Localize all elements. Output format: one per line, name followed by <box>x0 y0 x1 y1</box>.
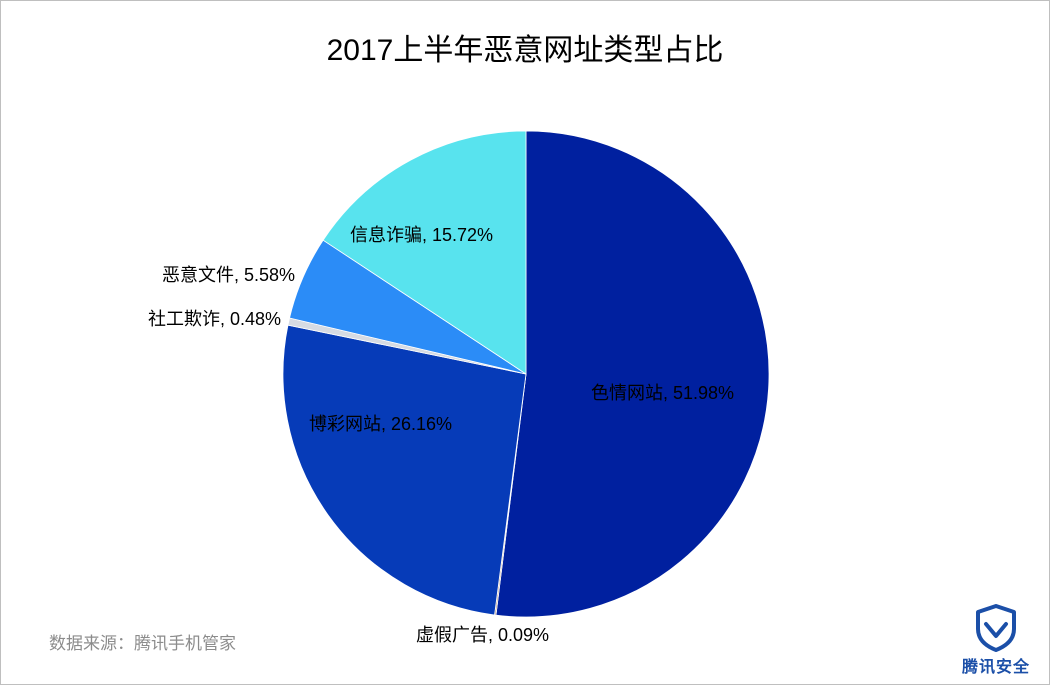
pie-labels: 色情网站, 51.98% 虚假广告, 0.09% 博彩网站, 26.16% 社工欺诈,… <box>148 225 734 645</box>
pie-slices <box>282 130 770 618</box>
brand-name: 腾讯安全 <box>961 659 1030 676</box>
pie-slice-3 <box>282 324 527 616</box>
pie-slice-1 <box>495 130 770 618</box>
source-note: 数据来源：腾讯手机管家 <box>49 634 236 653</box>
slice-label-4: 社工欺诈, 0.48% <box>148 309 281 329</box>
shield-icon <box>976 604 1016 652</box>
pie-slice-6 <box>322 130 527 375</box>
slice-label-3: 博彩网站, 26.16% <box>309 414 452 434</box>
slice-label-1: 色情网站, 51.98% <box>591 383 734 403</box>
chart-title: 2017上半年恶意网址类型占比 <box>326 34 724 67</box>
brand-logo: 腾讯安全 <box>951 603 1041 676</box>
slice-label-2: 虚假广告, 0.09% <box>416 625 549 645</box>
slice-label-6: 信息诈骗, 15.72% <box>350 225 493 245</box>
slice-label-5: 恶意文件, 5.58% <box>162 265 295 285</box>
